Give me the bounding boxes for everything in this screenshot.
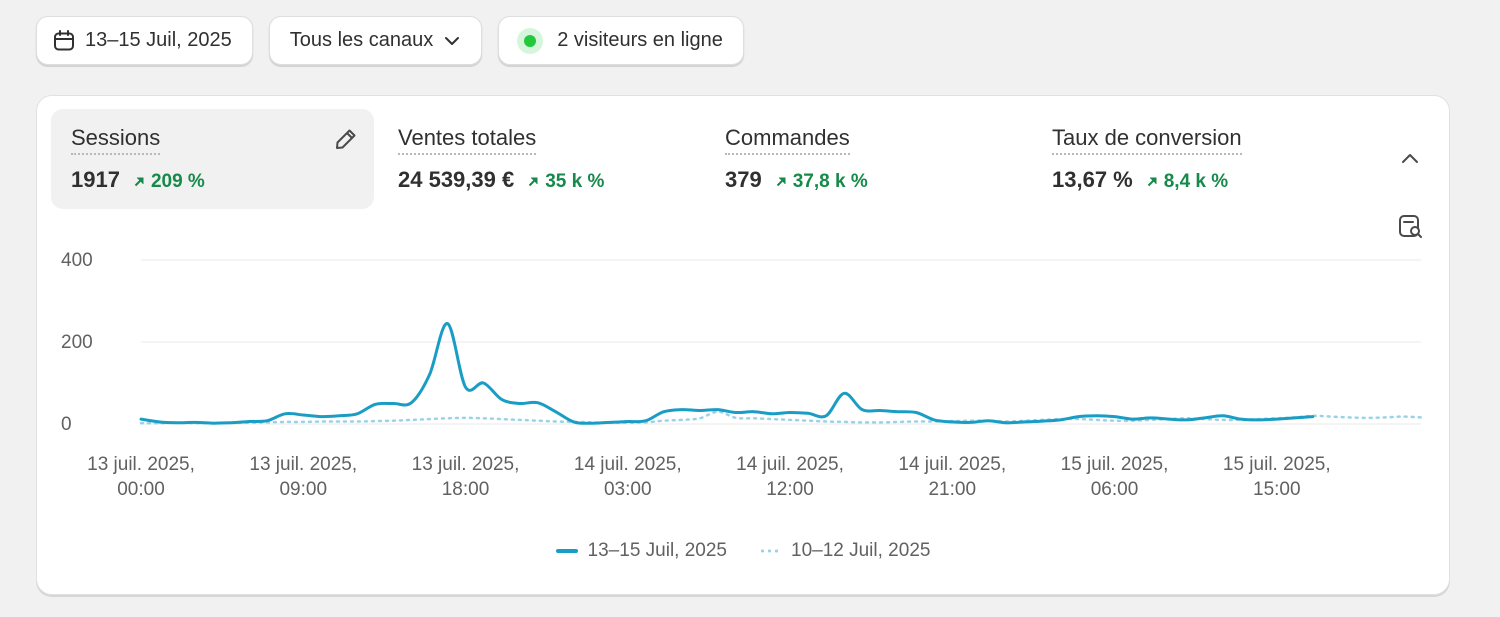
report-search-icon[interactable] <box>1398 214 1424 245</box>
x-tick-label: 15 juil. 2025, 15:00 <box>1223 454 1331 500</box>
legend-label: 10–12 Juil, 2025 <box>791 540 931 561</box>
arrow-up-right-icon <box>776 176 787 187</box>
chart-legend: 13–15 Juil, 2025 10–12 Juil, 2025 <box>37 540 1449 562</box>
metric-title: Sessions <box>71 125 161 155</box>
chevron-down-icon <box>443 32 461 50</box>
arrow-up-right-icon <box>1147 176 1158 187</box>
x-tick-label: 14 juil. 2025, 12:00 <box>736 454 844 500</box>
arrow-up-right-icon <box>134 176 145 187</box>
x-tick-label: 14 juil. 2025, 21:00 <box>898 454 1006 500</box>
metric-value: 13,67 % <box>1052 167 1133 192</box>
x-tick-label: 14 juil. 2025, 03:00 <box>574 454 682 500</box>
metric-total-sales[interactable]: Ventes totales 24 539,39 € 35 k % <box>378 109 701 209</box>
metric-delta: 8,4 k % <box>1147 171 1228 193</box>
x-tick-label: 13 juil. 2025, 18:00 <box>412 454 520 500</box>
date-range-label: 13–15 Juil, 2025 <box>85 29 232 51</box>
x-tick-label: 15 juil. 2025, 06:00 <box>1061 454 1169 500</box>
x-tick-label: 13 juil. 2025, 09:00 <box>249 454 357 500</box>
metric-conversion-rate[interactable]: Taux de conversion 13,67 % 8,4 k % <box>1032 109 1362 209</box>
live-visitors-label: 2 visiteurs en ligne <box>557 29 723 51</box>
y-tick-label: 400 <box>61 250 93 271</box>
series-line-current <box>139 322 1315 425</box>
live-status-dot <box>517 27 544 54</box>
live-visitors-button[interactable]: 2 visiteurs en ligne <box>498 16 744 65</box>
metric-delta-value: 37,8 k % <box>792 170 868 192</box>
date-range-button[interactable]: 13–15 Juil, 2025 <box>36 16 253 65</box>
chevron-up-icon[interactable] <box>1399 148 1421 175</box>
legend-swatch-dotted <box>759 549 781 553</box>
metric-value: 379 <box>725 167 762 192</box>
metric-delta-value: 8,4 k % <box>1163 170 1229 192</box>
channel-dropdown[interactable]: Tous les canaux <box>268 16 483 65</box>
metric-sessions[interactable]: Sessions 1917 209 % <box>51 109 374 209</box>
metric-delta-value: 209 % <box>150 170 205 192</box>
toolbar: 13–15 Juil, 2025 Tous les canaux 2 visit… <box>36 16 744 65</box>
legend-swatch-solid <box>555 549 578 553</box>
y-tick-label: 0 <box>61 414 72 435</box>
metric-delta: 209 % <box>134 171 205 193</box>
metric-title: Commandes <box>725 125 850 155</box>
legend-label: 13–15 Juil, 2025 <box>587 540 727 561</box>
series-line-previous <box>139 410 1423 425</box>
metric-value: 1917 <box>71 167 120 192</box>
x-tick-label: 13 juil. 2025, 00:00 <box>87 454 195 500</box>
y-tick-label: 200 <box>61 332 93 353</box>
sessions-line-chart: 400 200 0 13 juil. 2025, 00:00 13 juil. 2025,… <box>61 250 1423 500</box>
metric-orders[interactable]: Commandes 379 37,8 k % <box>705 109 1028 209</box>
metric-value: 24 539,39 € <box>398 167 515 192</box>
metric-delta: 37,8 k % <box>776 171 868 193</box>
legend-item-current[interactable]: 13–15 Juil, 2025 <box>555 540 727 562</box>
channel-label: Tous les canaux <box>289 29 434 51</box>
arrow-up-right-icon <box>528 176 539 187</box>
metric-title: Taux de conversion <box>1052 125 1242 155</box>
analytics-card: Sessions 1917 209 % Ventes totales 24 53… <box>36 95 1450 595</box>
calendar-icon <box>53 29 75 52</box>
pencil-icon[interactable] <box>334 127 358 156</box>
metric-delta-value: 35 k % <box>545 170 605 192</box>
metric-title: Ventes totales <box>398 125 537 155</box>
metric-delta: 35 k % <box>528 171 604 193</box>
legend-item-previous[interactable]: 10–12 Juil, 2025 <box>759 540 930 562</box>
